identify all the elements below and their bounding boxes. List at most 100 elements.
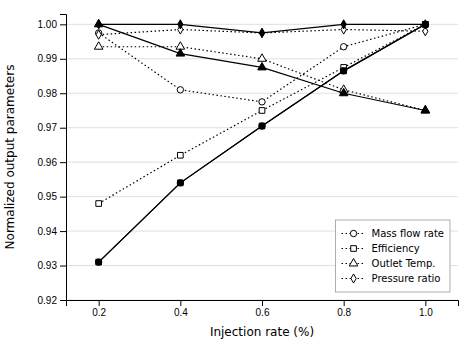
legend-label: Outlet Temp. <box>372 258 436 269</box>
legend-marker <box>351 274 356 283</box>
tick: 0.4 <box>174 300 188 318</box>
point <box>95 259 101 265</box>
tick-mark <box>60 266 66 267</box>
y-axis: 0.92 0.93 0.94 0.95 0.96 0.97 0.98 0.99 1.00 <box>38 15 67 306</box>
legend-box <box>336 220 450 292</box>
legend-marker <box>351 246 357 252</box>
tick-mark <box>60 128 66 129</box>
legend-label: Pressure ratio <box>372 273 441 284</box>
tick: 0.99 <box>38 53 66 64</box>
tick-mark <box>60 24 66 25</box>
series <box>96 22 428 207</box>
legend-label: Mass flow rate <box>372 228 444 239</box>
point <box>259 99 265 105</box>
series <box>95 21 428 105</box>
axis-line <box>67 301 459 307</box>
tick-mark <box>180 300 181 306</box>
point <box>423 20 428 29</box>
series <box>94 19 429 113</box>
point <box>340 68 346 74</box>
tick-label: 0.2 <box>92 307 106 318</box>
tick: 0.98 <box>38 88 66 99</box>
line <box>99 24 426 110</box>
plot: 0.20.40.60.81.00.920.930.940.950.960.970… <box>3 15 459 340</box>
point <box>178 152 184 158</box>
legend-marker <box>349 259 358 266</box>
tick-mark <box>60 300 66 301</box>
tick-mark <box>60 93 66 94</box>
point <box>341 68 347 74</box>
tick: 0.92 <box>38 295 66 306</box>
tick-mark <box>60 231 66 232</box>
point <box>259 108 265 114</box>
tick-label: 0.98 <box>38 88 58 99</box>
x-axis-title: Injection rate (%) <box>210 325 314 339</box>
tick-mark <box>99 300 100 306</box>
tick: 0.6 <box>256 300 270 318</box>
point <box>178 20 183 29</box>
line <box>99 24 426 102</box>
tick-mark <box>262 300 263 306</box>
legend-marker <box>350 230 356 236</box>
series <box>96 20 428 38</box>
y-axis-title: Normalized output parameters <box>3 65 17 250</box>
point <box>258 62 267 69</box>
series <box>96 25 428 39</box>
grid <box>66 24 458 300</box>
tick-mark <box>60 197 66 198</box>
series <box>94 42 429 113</box>
point <box>96 20 101 29</box>
tick-label: 1.0 <box>419 307 433 318</box>
tick: 0.97 <box>38 122 66 133</box>
point <box>339 88 348 95</box>
point <box>96 30 101 39</box>
chart: 0.20.40.60.81.00.920.930.940.950.960.970… <box>0 0 474 344</box>
point <box>341 20 346 29</box>
point <box>177 180 183 186</box>
x-axis: 0.2 0.4 0.6 0.8 1.0 <box>67 300 459 318</box>
point <box>176 49 185 56</box>
grid-line <box>66 196 458 197</box>
line <box>99 24 426 203</box>
tick-mark <box>60 59 66 60</box>
tick-label: 0.6 <box>256 307 270 318</box>
tick-label: 1.00 <box>38 19 58 30</box>
point <box>259 28 264 37</box>
tick: 0.2 <box>92 300 106 318</box>
point <box>94 42 103 49</box>
point <box>96 259 102 265</box>
legend-item: Mass flow rate <box>342 228 444 239</box>
axis-line <box>60 15 67 301</box>
tick-mark <box>344 300 345 306</box>
legend-label: Efficiency <box>372 243 420 254</box>
line <box>99 47 426 111</box>
tick-label: 0.8 <box>337 307 351 318</box>
tick: 0.94 <box>38 226 66 237</box>
grid-line <box>66 93 458 94</box>
tick-mark <box>60 162 66 163</box>
legend-item: Pressure ratio <box>342 273 441 284</box>
tick: 0.93 <box>38 260 66 271</box>
point <box>340 44 346 50</box>
tick: 0.8 <box>337 300 351 318</box>
point <box>259 123 265 129</box>
tick-label: 0.97 <box>38 122 58 133</box>
point <box>258 54 267 61</box>
tick-label: 0.92 <box>38 295 58 306</box>
tick: 1.0 <box>419 300 433 318</box>
tick: 1.00 <box>38 19 66 30</box>
point <box>421 106 430 113</box>
tick-label: 0.95 <box>38 191 58 202</box>
point <box>259 123 265 129</box>
legend: Mass flow rate Efficiency Outlet Temp. Pres… <box>336 220 450 292</box>
point <box>96 201 102 207</box>
legend-item: Outlet Temp. <box>342 258 436 269</box>
point <box>178 180 184 186</box>
tick-label: 0.96 <box>38 157 58 168</box>
tick-label: 0.4 <box>174 307 188 318</box>
grid-line <box>66 162 458 163</box>
tick-label: 0.94 <box>38 226 58 237</box>
point <box>177 87 183 93</box>
tick-label: 0.99 <box>38 53 58 64</box>
tick-label: 0.93 <box>38 260 58 271</box>
